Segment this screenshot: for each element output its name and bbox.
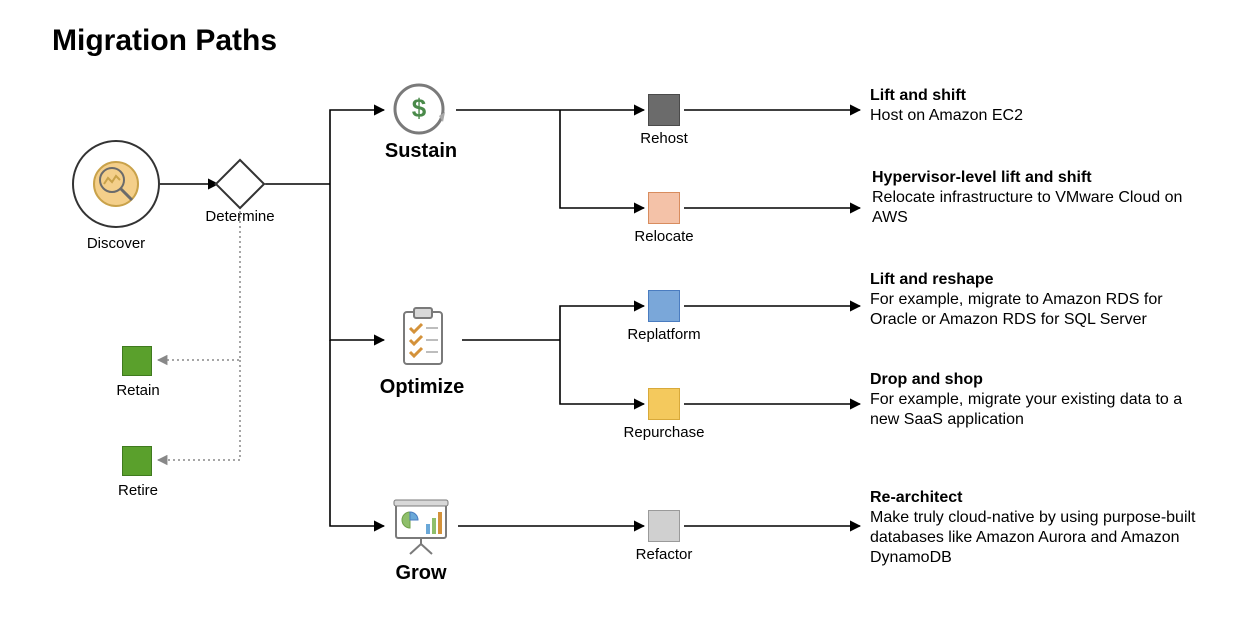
rehost-desc-heading: Lift and shift — [870, 86, 1200, 106]
repurchase-label: Repurchase — [614, 424, 714, 441]
replatform-label: Replatform — [614, 326, 714, 343]
determine-node — [215, 159, 266, 210]
retain-node — [122, 346, 152, 376]
dollar-cycle-icon: $ — [392, 82, 446, 136]
refactor-desc-heading: Re-architect — [870, 488, 1210, 508]
retain-label: Retain — [108, 382, 168, 399]
sustain-node: $ — [392, 82, 446, 136]
optimize-node — [392, 306, 454, 368]
grow-node — [392, 498, 450, 556]
replatform-node — [648, 290, 680, 322]
relocate-label: Relocate — [624, 228, 704, 245]
page-title: Migration Paths — [52, 24, 277, 58]
repurchase-description: Drop and shop For example, migrate your … — [870, 370, 1200, 430]
magnifier-icon — [88, 156, 144, 212]
replatform-desc-heading: Lift and reshape — [870, 270, 1210, 290]
refactor-description: Re-architect Make truly cloud-native by … — [870, 488, 1210, 568]
rehost-node — [648, 94, 680, 126]
rehost-desc-body: Host on Amazon EC2 — [870, 107, 1023, 124]
repurchase-desc-body: For example, migrate your existing data … — [870, 391, 1182, 428]
presentation-icon — [392, 498, 450, 556]
refactor-label: Refactor — [624, 546, 704, 563]
discover-node — [72, 140, 160, 228]
sustain-label: Sustain — [376, 140, 466, 163]
optimize-label: Optimize — [372, 376, 472, 399]
replatform-description: Lift and reshape For example, migrate to… — [870, 270, 1210, 330]
replatform-desc-body: For example, migrate to Amazon RDS for O… — [870, 291, 1163, 328]
refactor-node — [648, 510, 680, 542]
relocate-description: Hypervisor-level lift and shift Relocate… — [872, 168, 1202, 228]
repurchase-desc-heading: Drop and shop — [870, 370, 1200, 390]
retire-node — [122, 446, 152, 476]
discover-label: Discover — [72, 235, 160, 252]
relocate-desc-body: Relocate infrastructure to VMware Cloud … — [872, 189, 1182, 226]
grow-label: Grow — [386, 562, 456, 585]
refactor-desc-body: Make truly cloud-native by using purpose… — [870, 509, 1196, 566]
clipboard-icon — [398, 306, 448, 368]
diagram-canvas: Migration Paths Discover Determine Retai… — [0, 0, 1234, 620]
relocate-node — [648, 192, 680, 224]
svg-text:$: $ — [412, 93, 427, 123]
rehost-label: Rehost — [628, 130, 700, 147]
determine-label: Determine — [200, 208, 280, 225]
relocate-desc-heading: Hypervisor-level lift and shift — [872, 168, 1202, 188]
repurchase-node — [648, 388, 680, 420]
retire-label: Retire — [108, 482, 168, 499]
rehost-description: Lift and shift Host on Amazon EC2 — [870, 86, 1200, 126]
